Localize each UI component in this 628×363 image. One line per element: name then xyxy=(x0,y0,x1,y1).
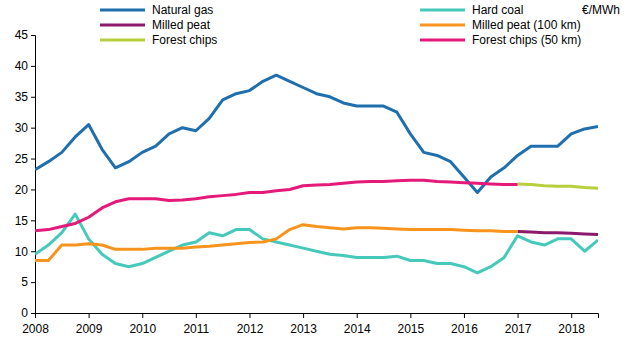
legend-item: Hard coal xyxy=(420,3,523,17)
x-tick-mark xyxy=(303,313,304,318)
legend-label: Milled peat (100 km) xyxy=(472,18,581,32)
y-tick-label: 35 xyxy=(15,90,29,104)
series-line xyxy=(518,184,598,188)
y-tick-mark xyxy=(31,97,35,98)
series-line xyxy=(35,75,598,192)
x-tick: 2009 xyxy=(76,313,103,336)
legend-label: Natural gas xyxy=(152,3,213,17)
x-tick-mark xyxy=(142,313,143,318)
y-tick-mark xyxy=(31,282,35,283)
x-tick-mark xyxy=(249,313,250,318)
y-tick-label: 25 xyxy=(15,152,29,166)
legend-swatch xyxy=(420,39,465,42)
x-tick-mark xyxy=(571,313,572,318)
x-axis: 2008 2009 2010 2011 2012 2013 2014 2015 2016 2017… xyxy=(22,313,598,336)
legend-item: Milled peat xyxy=(100,18,211,32)
axis-line xyxy=(36,314,599,319)
legend-swatch xyxy=(420,9,465,12)
x-tick: 2011 xyxy=(183,313,209,336)
series-line xyxy=(35,180,518,231)
legend-item: Forest chips (50 km) xyxy=(420,33,581,47)
x-tick-label: 2009 xyxy=(76,322,103,336)
x-tick-label: 2012 xyxy=(237,322,264,336)
x-tick-label: 2016 xyxy=(451,322,478,336)
x-tick-mark xyxy=(89,313,90,318)
y-tick-mark xyxy=(31,251,35,252)
x-tick-label: 2018 xyxy=(558,322,585,336)
y-tick-mark xyxy=(31,35,35,36)
y-tick-mark xyxy=(31,220,35,221)
y-tick-label: 5 xyxy=(21,275,28,289)
x-tick-label: 2014 xyxy=(344,322,371,336)
y-tick: 25 xyxy=(15,152,35,166)
axis-line xyxy=(31,36,36,314)
y-tick-label: 30 xyxy=(15,121,29,135)
y-tick: 40 xyxy=(15,59,35,73)
y-tick: 45 xyxy=(15,28,35,42)
chart-container: 2008200920102011201220132014201520162017… xyxy=(0,0,628,363)
plot-area xyxy=(35,75,598,273)
legend-swatch xyxy=(100,9,145,12)
legend-label: Forest chips xyxy=(152,33,217,47)
x-tick-label: 2010 xyxy=(129,322,156,336)
x-tick-label: 2015 xyxy=(397,322,424,336)
x-tick: 2018 xyxy=(558,313,585,336)
legend: Natural gas Hard coal Milled peat Milled pe… xyxy=(100,3,581,47)
x-tick: 2017 xyxy=(505,313,532,336)
legend-label: Hard coal xyxy=(472,3,523,17)
legend-item: Natural gas xyxy=(100,3,213,17)
series-line xyxy=(35,225,518,261)
series-line xyxy=(35,214,598,273)
y-tick: 35 xyxy=(15,90,35,104)
y-tick: 20 xyxy=(15,183,35,197)
y-tick: 10 xyxy=(15,245,35,259)
y-tick-label: 0 xyxy=(21,306,28,320)
x-tick: 2015 xyxy=(397,313,424,336)
y-tick: 0 xyxy=(21,306,35,320)
x-tick-mark xyxy=(410,313,411,318)
y-axis: 0 5 10 15 20 25 30 35 40 45 xyxy=(15,28,36,320)
legend-label: Milled peat xyxy=(152,18,211,32)
x-tick: 2013 xyxy=(290,313,317,336)
x-tick: 2014 xyxy=(344,313,371,336)
x-tick: 2012 xyxy=(237,313,264,336)
chart-svg: 2008200920102011201220132014201520162017… xyxy=(0,0,628,363)
x-tick-mark xyxy=(464,313,465,318)
x-tick-mark xyxy=(518,313,519,318)
x-tick-label: 2008 xyxy=(22,322,49,336)
legend-item: Milled peat (100 km) xyxy=(420,18,581,32)
legend-swatch xyxy=(100,24,145,27)
x-tick-label: 2017 xyxy=(505,322,532,336)
y-tick-mark xyxy=(31,313,35,314)
x-tick-label: 2013 xyxy=(290,322,317,336)
legend-swatch xyxy=(100,39,145,42)
legend-item: Forest chips xyxy=(100,33,217,47)
y-tick-label: 20 xyxy=(15,183,29,197)
x-tick-label: 2011 xyxy=(183,322,209,336)
x-tick: 2010 xyxy=(129,313,156,336)
y-tick: 15 xyxy=(15,214,35,228)
y-tick-mark xyxy=(31,128,35,129)
y-tick: 30 xyxy=(15,121,35,135)
series-line xyxy=(518,231,598,234)
y-tick-label: 10 xyxy=(15,245,29,259)
legend-label: Forest chips (50 km) xyxy=(472,33,581,47)
y-tick-mark xyxy=(31,189,35,190)
y-tick: 5 xyxy=(21,275,35,289)
x-tick-mark xyxy=(196,313,197,318)
y-tick-mark xyxy=(31,66,35,67)
legend-swatch xyxy=(420,24,465,27)
y-axis-title: €/MWh xyxy=(582,3,620,17)
y-tick-mark xyxy=(31,159,35,160)
y-tick-label: 45 xyxy=(15,28,29,42)
x-tick: 2016 xyxy=(451,313,478,336)
y-tick-label: 15 xyxy=(15,214,29,228)
x-tick-mark xyxy=(357,313,358,318)
y-tick-label: 40 xyxy=(15,59,29,73)
